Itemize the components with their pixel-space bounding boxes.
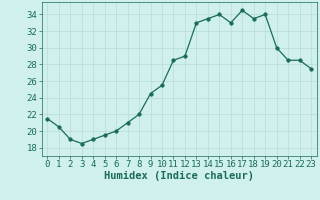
X-axis label: Humidex (Indice chaleur): Humidex (Indice chaleur) <box>104 171 254 181</box>
